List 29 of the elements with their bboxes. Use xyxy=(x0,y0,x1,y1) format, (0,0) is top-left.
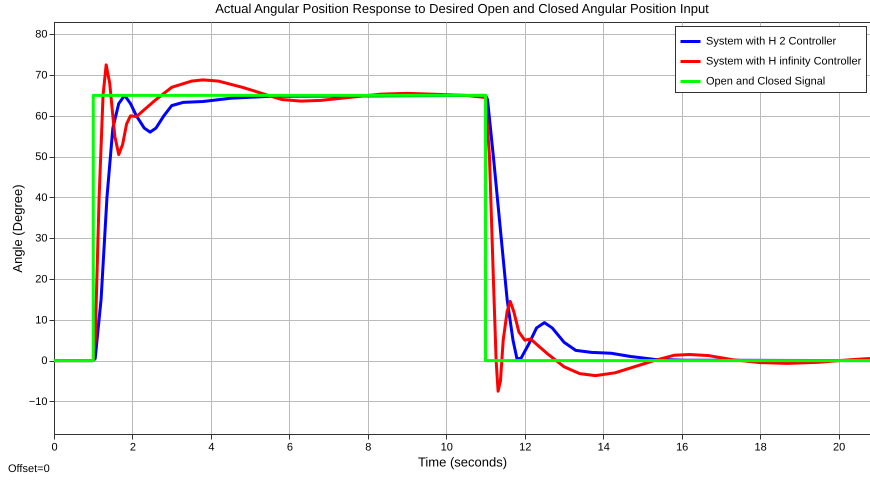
y-axis-title: Angle (Degree) xyxy=(10,184,25,273)
y-tick-label: 70 xyxy=(35,70,48,82)
x-tick-label: 12 xyxy=(519,442,532,454)
y-tick-label: 0 xyxy=(41,355,48,368)
x-axis-title: Time (seconds) xyxy=(418,454,508,470)
x-tick-label: 2 xyxy=(130,442,136,454)
x-tick-label: 6 xyxy=(286,442,293,454)
y-tick-label: 40 xyxy=(35,192,48,204)
x-tick-label: 10 xyxy=(440,442,453,454)
legend-label: System with H 2 Controller xyxy=(706,36,837,48)
x-tick-label: 8 xyxy=(365,442,372,454)
y-tick-label: 80 xyxy=(35,28,48,41)
y-tick-label: 10 xyxy=(35,314,48,326)
y-tick-label: 60 xyxy=(35,110,48,122)
y-tick-label: −10 xyxy=(28,396,48,408)
x-tick-label: 4 xyxy=(208,442,214,454)
line-series xyxy=(54,94,870,362)
x-tick-label: 20 xyxy=(832,442,846,454)
y-tick-label: 50 xyxy=(35,151,48,164)
x-tick-label: 14 xyxy=(598,442,610,454)
chart-title: Actual Angular Position Response to Desired Open and Closed Angular Position Input xyxy=(215,1,710,16)
x-tick-label: 16 xyxy=(676,442,688,454)
x-tick-label: 18 xyxy=(754,442,767,454)
y-tick-label: 20 xyxy=(35,273,48,286)
legend-label: System with H infinity Controller xyxy=(706,56,862,68)
legend-label: Open and Closed Signal xyxy=(706,76,826,88)
y-tick-label: 30 xyxy=(35,232,48,245)
text: Offset=0 xyxy=(8,463,50,475)
x-tick-label: 0 xyxy=(51,442,58,454)
